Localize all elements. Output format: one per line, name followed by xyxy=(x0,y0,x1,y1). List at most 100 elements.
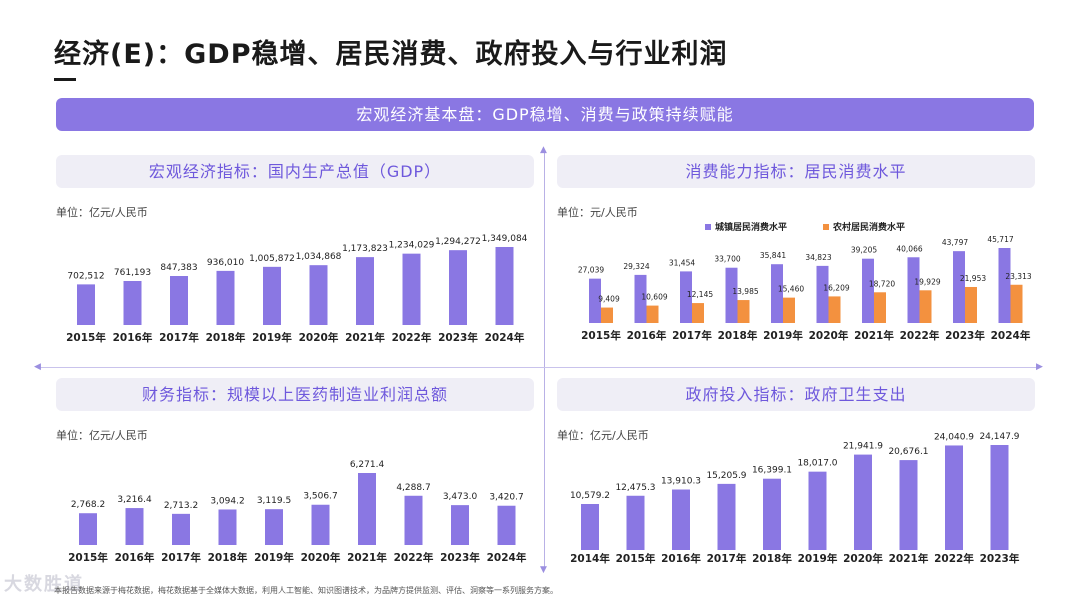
data-label: 761,193 xyxy=(114,268,151,278)
data-label: 13,985 xyxy=(732,287,758,296)
urban-bar xyxy=(816,265,829,323)
category-label: 2023年 xyxy=(438,331,478,344)
urban-bar xyxy=(680,271,692,323)
category-label: 2022年 xyxy=(934,552,974,565)
category-label: 2016年 xyxy=(627,329,667,342)
divider-arrow-left-icon: ◀ xyxy=(34,362,41,372)
category-label: 2016年 xyxy=(115,551,155,564)
category-label: 2016年 xyxy=(113,331,153,344)
horizontal-divider xyxy=(40,367,1040,368)
data-label: 35,841 xyxy=(760,251,786,260)
divider-arrow-down-icon: ▼ xyxy=(540,565,547,575)
title-underline xyxy=(54,78,76,81)
category-label: 2021年 xyxy=(854,329,894,342)
category-label: 2023年 xyxy=(980,552,1020,565)
category-label: 2016年 xyxy=(661,552,701,565)
bar xyxy=(404,495,423,545)
bar xyxy=(990,445,1009,550)
bar xyxy=(356,257,374,325)
category-label: 2020年 xyxy=(301,551,341,564)
category-label: 2019年 xyxy=(254,551,294,564)
data-label: 12,145 xyxy=(687,290,713,299)
watermark-logo: 大数胜道 xyxy=(4,574,84,595)
category-label: 2021年 xyxy=(889,552,929,565)
data-label: 10,609 xyxy=(641,293,667,302)
rural-bar xyxy=(646,305,659,323)
category-label: 2015年 xyxy=(66,331,106,344)
data-label: 4,288.7 xyxy=(396,483,430,493)
category-label: 2024年 xyxy=(485,331,525,344)
category-label: 2015年 xyxy=(616,552,656,565)
bar xyxy=(854,454,872,550)
data-label: 40,066 xyxy=(896,244,922,253)
category-label: 2020年 xyxy=(809,329,849,342)
data-label: 3,420.7 xyxy=(489,493,523,503)
data-label: 15,205.9 xyxy=(706,471,746,481)
bar xyxy=(581,503,599,550)
data-label: 1,173,823 xyxy=(342,244,388,254)
bar xyxy=(808,471,827,550)
page-title: 经济(E)：GDP稳增、居民消费、政府投入与行业利润 xyxy=(54,39,728,70)
category-label: 2019年 xyxy=(763,329,803,342)
category-label: 2014年 xyxy=(570,552,610,565)
bar xyxy=(358,473,376,545)
rural-bar xyxy=(828,296,841,323)
data-label: 24,147.9 xyxy=(979,432,1019,442)
bar xyxy=(626,495,645,550)
urban-bar xyxy=(589,278,601,323)
data-label: 3,119.5 xyxy=(257,496,291,506)
data-label: 6,271.4 xyxy=(350,460,385,470)
panel-health-spending-header: 政府投入指标：政府卫生支出 xyxy=(557,378,1035,411)
legend-label: 城镇居民消费水平 xyxy=(715,221,787,233)
category-label: 2022年 xyxy=(392,331,432,344)
panel-health-spending-unit: 单位：亿元/人民币 xyxy=(557,429,649,442)
data-label: 16,209 xyxy=(823,283,849,292)
rural-bar xyxy=(692,303,704,323)
data-label: 1,294,272 xyxy=(435,237,481,247)
rural-bar xyxy=(874,292,886,323)
bar xyxy=(79,513,97,545)
category-label: 2024年 xyxy=(487,551,527,564)
data-label: 2,768.2 xyxy=(71,500,105,510)
legend-swatch xyxy=(823,224,829,230)
data-label: 21,941.9 xyxy=(843,442,883,452)
data-label: 1,005,872 xyxy=(249,254,295,264)
data-label: 9,409 xyxy=(598,295,620,304)
data-label: 24,040.9 xyxy=(934,432,974,442)
data-label: 3,473.0 xyxy=(443,492,478,502)
category-label: 2023年 xyxy=(945,329,985,342)
bar xyxy=(216,270,235,325)
urban-bar xyxy=(771,264,783,323)
bar xyxy=(763,478,781,550)
data-label: 31,454 xyxy=(669,258,695,267)
data-label: 45,717 xyxy=(987,235,1013,244)
footer-note: 本报告数据来源于梅花数据，梅花数据基于全媒体大数据，利用人工智能、知识图谱技术，… xyxy=(54,586,558,595)
data-label: 702,512 xyxy=(67,271,104,281)
bar xyxy=(945,445,963,550)
data-label: 20,676.1 xyxy=(888,447,928,457)
data-label: 2,713.2 xyxy=(164,501,198,511)
bar xyxy=(449,250,467,325)
data-label: 18,017.0 xyxy=(797,459,837,469)
category-label: 2018年 xyxy=(206,331,246,344)
bar xyxy=(263,266,281,325)
bar xyxy=(218,509,237,545)
rural-bar xyxy=(601,307,613,323)
urban-bar xyxy=(907,257,920,323)
category-label: 2017年 xyxy=(707,552,747,565)
bar xyxy=(170,276,188,325)
summary-banner: 宏观经济基本盘：GDP稳增、消费与政策持续赋能 xyxy=(56,98,1034,131)
data-label: 16,399.1 xyxy=(752,466,792,476)
data-label: 15,460 xyxy=(778,285,804,294)
data-label: 18,720 xyxy=(869,279,895,288)
bar xyxy=(672,489,690,550)
gdp-bar-chart: 2015年 2016年 2017年 2018年 2019年 2020年 2021年 2022年… xyxy=(66,234,528,344)
data-label: 19,929 xyxy=(914,277,940,286)
data-label: 3,506.7 xyxy=(303,492,337,502)
category-label: 2018年 xyxy=(752,552,792,565)
legend-label: 农村居民消费水平 xyxy=(832,221,905,233)
bar xyxy=(402,253,421,325)
urban-bar xyxy=(862,258,874,323)
data-label: 1,234,029 xyxy=(389,241,435,251)
panel-consumption-header: 消费能力指标：居民消费水平 xyxy=(557,155,1035,188)
